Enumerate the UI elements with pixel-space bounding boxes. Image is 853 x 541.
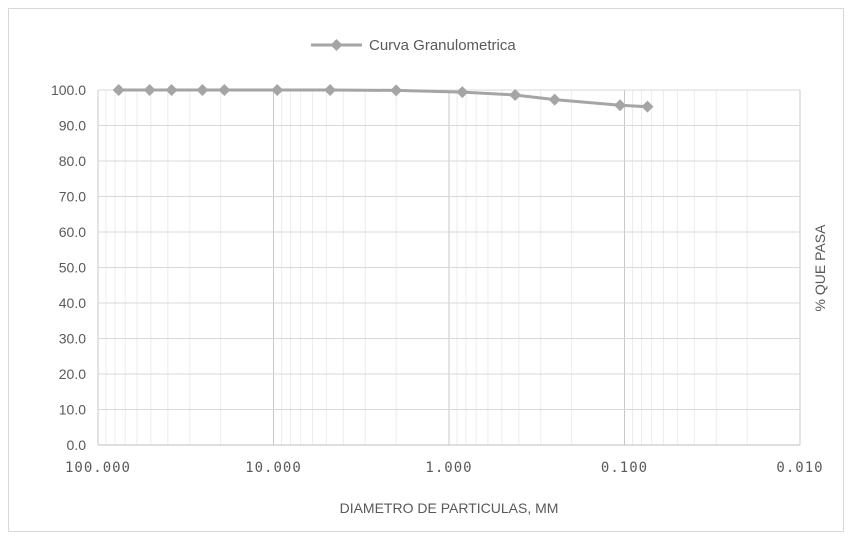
- legend-label: Curva Granulometrica: [369, 37, 516, 54]
- series-line: [118, 88, 648, 109]
- data-point: [324, 84, 337, 96]
- data-point: [509, 88, 522, 101]
- x-axis-title: DIAMETRO DE PARTICULAS, MM: [340, 500, 559, 516]
- y-tick-label: 60.0: [59, 224, 86, 240]
- series-layer: [112, 84, 654, 113]
- data-point: [165, 84, 178, 96]
- y-tick-label: 50.0: [59, 260, 86, 276]
- y-tick-label: 70.0: [59, 189, 86, 205]
- x-tick-label: 10.000: [245, 460, 302, 476]
- x-tick-label: 100.000: [65, 460, 131, 476]
- grid-major: [97, 89, 801, 446]
- data-point: [641, 100, 654, 113]
- y-axis-title: % QUE PASA: [812, 224, 828, 312]
- x-tick-label: 1.000: [425, 460, 472, 476]
- data-point: [271, 84, 284, 96]
- y-tick-label: 40.0: [59, 295, 86, 311]
- data-point: [143, 84, 156, 96]
- data-point: [196, 84, 209, 96]
- legend: Curva Granulometrica: [311, 37, 516, 54]
- data-point: [218, 84, 231, 96]
- y-tick-label: 10.0: [59, 402, 86, 418]
- y-tick-label: 20.0: [59, 366, 86, 382]
- y-tick-label: 0.0: [67, 437, 87, 453]
- data-point: [614, 99, 627, 112]
- ticks-layer: 100.000 10.000 1.000 0.100 0.0100.010.020.03…: [51, 82, 823, 476]
- x-tick-label: 0.010: [776, 460, 823, 476]
- y-tick-label: 30.0: [59, 331, 86, 347]
- y-tick-label: 80.0: [59, 153, 86, 169]
- data-point: [112, 84, 125, 96]
- x-tick-label: 0.100: [601, 460, 648, 476]
- y-tick-label: 100.0: [51, 82, 86, 98]
- data-point: [548, 93, 561, 106]
- data-point: [390, 84, 403, 97]
- y-tick-label: 90.0: [59, 118, 86, 134]
- data-point: [456, 86, 469, 99]
- legend-marker: [330, 39, 343, 51]
